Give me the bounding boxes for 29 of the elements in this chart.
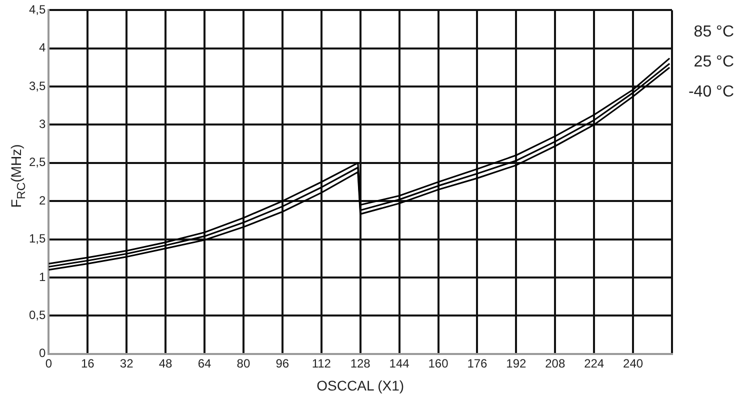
x-axis-title: OSCCAL (X1) xyxy=(316,377,404,394)
x-tick-label: 208 xyxy=(545,356,566,370)
x-tick-label: 16 xyxy=(80,356,95,370)
x-tick-label: 192 xyxy=(506,356,526,370)
y-tick-label: 4,5 xyxy=(28,2,46,17)
y-tick-label: 0 xyxy=(38,346,46,360)
series-label: -40 °C xyxy=(688,84,734,101)
x-tick-label: 48 xyxy=(158,356,173,370)
y-tick-label: 1,5 xyxy=(28,232,46,246)
x-tick-label: 224 xyxy=(584,356,604,370)
series-label: 25 °C xyxy=(694,54,734,71)
y-tick-label: 0,5 xyxy=(28,308,46,322)
series-label: 85 °C xyxy=(694,24,734,41)
x-tick-label: 160 xyxy=(428,356,449,370)
x-tick-label: 32 xyxy=(120,356,134,370)
x-tick-label: 176 xyxy=(467,356,488,370)
x-tick-label: 144 xyxy=(389,356,410,370)
y-tick-label: 4 xyxy=(38,40,46,55)
x-tick-label: 128 xyxy=(350,356,371,370)
y-tick-label: 2,5 xyxy=(28,155,46,170)
x-tick-label: 240 xyxy=(623,356,644,370)
x-tick-label: 96 xyxy=(276,356,290,370)
x-tick-label: 112 xyxy=(312,356,332,370)
x-tick-label: 80 xyxy=(236,356,250,370)
x-tick-label: 64 xyxy=(198,356,212,370)
y-tick-label: 3,5 xyxy=(28,78,46,93)
y-tick-label: 1 xyxy=(38,270,46,284)
y-tick-label: 2 xyxy=(38,193,46,208)
y-tick-label: 3 xyxy=(38,117,46,132)
